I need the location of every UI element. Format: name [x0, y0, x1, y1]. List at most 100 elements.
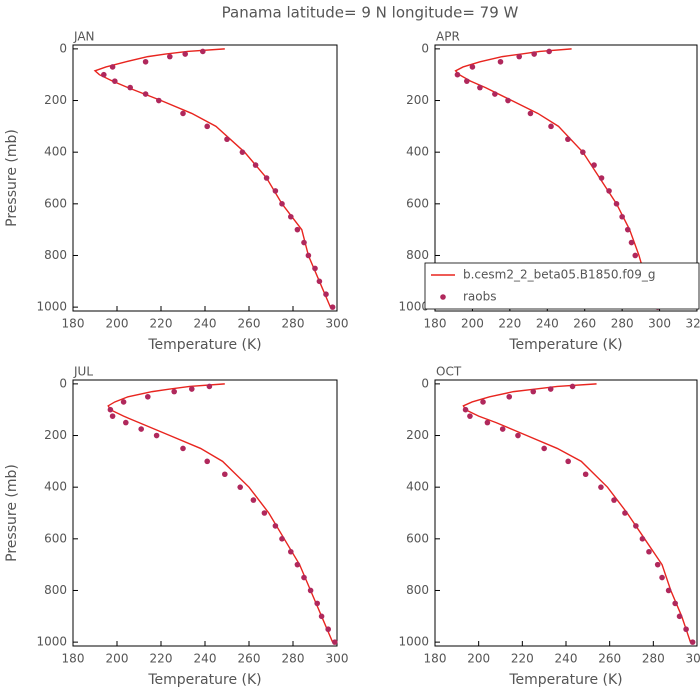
obs-point [288, 548, 294, 555]
x-axis-label: Temperature (K) [147, 672, 261, 688]
obs-point [632, 252, 639, 259]
x-tick-label: 280 [282, 317, 305, 331]
y-tick-label: 800 [406, 583, 429, 597]
obs-point [569, 383, 576, 390]
y-tick-label: 600 [44, 531, 67, 545]
obs-point [301, 574, 307, 581]
obs-point [622, 510, 628, 516]
obs-point [294, 561, 301, 568]
obs-point [314, 600, 321, 607]
obs-point [464, 78, 470, 84]
x-tick-label: 260 [573, 317, 596, 331]
x-tick-label: 300 [326, 652, 349, 666]
obs-point [624, 226, 631, 233]
obs-point [252, 162, 259, 168]
y-tick-label: 400 [406, 145, 429, 159]
y-tick-label: 0 [59, 41, 67, 55]
y-tick-label: 600 [406, 531, 429, 545]
obs-point [606, 188, 612, 194]
obs-point [506, 393, 513, 400]
y-tick-label: 600 [44, 196, 67, 210]
obs-point [305, 252, 312, 259]
x-tick-label: 220 [498, 317, 521, 331]
y-tick-label: 1000 [398, 300, 429, 314]
x-tick-label: 300 [648, 317, 671, 331]
obs-point [565, 458, 571, 465]
obs-point [527, 110, 534, 117]
obs-point [279, 201, 285, 207]
obs-point [582, 471, 589, 478]
x-tick-label: 300 [686, 652, 700, 666]
obs-point [112, 78, 118, 84]
obs-point [484, 419, 491, 426]
obs-point [329, 304, 336, 310]
obs-point [263, 175, 270, 181]
obs-point [325, 626, 332, 633]
x-tick-label: 220 [511, 652, 534, 666]
y-axis-label: Pressure (mb) [4, 464, 20, 562]
y-tick-label: 400 [44, 145, 67, 159]
obs-point [145, 393, 151, 400]
obs-point [613, 201, 620, 207]
obs-point [123, 419, 129, 426]
panel-label: APR [436, 30, 460, 44]
x-tick-label: 200 [461, 317, 484, 331]
obs-point [683, 626, 689, 633]
x-tick-label: 260 [238, 652, 261, 666]
obs-point [318, 613, 325, 620]
obs-point [546, 48, 552, 55]
obs-point [654, 561, 661, 568]
obs-point [272, 188, 279, 194]
obs-point [676, 613, 683, 620]
x-axis-label: Temperature (K) [508, 337, 622, 353]
obs-point [301, 239, 307, 246]
x-tick-label: 240 [194, 317, 217, 331]
obs-point [288, 213, 294, 220]
obs-point [332, 639, 338, 645]
panel-label: OCT [436, 365, 462, 379]
obs-point [224, 136, 230, 143]
obs-point [109, 413, 116, 419]
model-line [462, 383, 692, 643]
y-tick-label: 800 [44, 248, 67, 262]
obs-point [672, 600, 678, 607]
obs-point [541, 445, 547, 452]
obs-point [639, 536, 646, 542]
obs-point [222, 471, 228, 478]
x-tick-label: 180 [62, 317, 85, 331]
x-tick-label: 280 [642, 652, 665, 666]
obs-point [167, 53, 173, 60]
obs-point [153, 432, 160, 439]
x-tick-label: 240 [194, 652, 217, 666]
obs-point [646, 548, 652, 555]
obs-point [492, 91, 498, 97]
obs-point [138, 426, 144, 432]
obs-point [120, 399, 127, 405]
obs-point [180, 445, 186, 452]
obs-point [477, 84, 483, 91]
obs-point [530, 388, 537, 395]
obs-point [200, 48, 206, 55]
y-axis-label: Pressure (mb) [4, 129, 20, 227]
obs-point [109, 64, 116, 70]
obs-point [171, 388, 177, 395]
x-axis-label: Temperature (K) [508, 672, 622, 688]
x-tick-label: 280 [282, 652, 305, 666]
obs-point [101, 71, 107, 78]
x-tick-label: 220 [150, 652, 173, 666]
obs-point [180, 110, 186, 117]
obs-point [182, 51, 188, 57]
obs-point [565, 136, 571, 143]
y-tick-label: 0 [421, 41, 429, 55]
y-tick-label: 1000 [398, 635, 429, 649]
legend-box [424, 262, 700, 310]
obs-point [272, 523, 279, 529]
obs-point [548, 123, 554, 130]
obs-point [516, 53, 523, 60]
obs-point [547, 386, 554, 392]
y-tick-label: 0 [59, 376, 67, 390]
obs-point [611, 497, 617, 503]
y-tick-label: 800 [44, 583, 67, 597]
